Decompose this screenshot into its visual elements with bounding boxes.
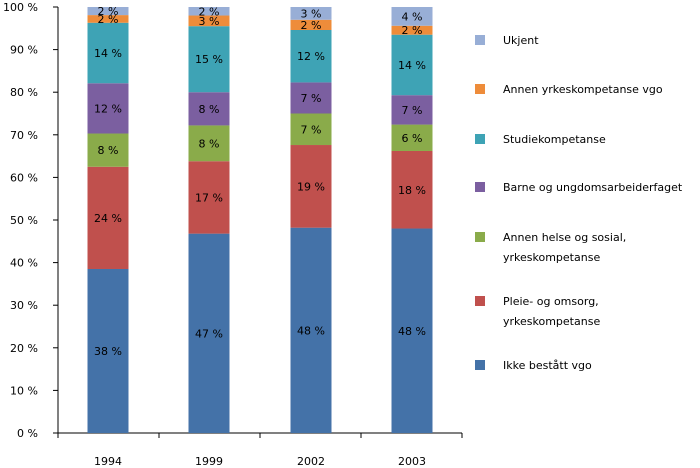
y-tick-label: 70 % xyxy=(10,129,38,142)
bar-data-label: 24 % xyxy=(94,212,122,225)
x-tick-label: 1994 xyxy=(94,455,122,468)
bar-data-label: 3 % xyxy=(199,15,220,28)
y-tick-label: 30 % xyxy=(10,299,38,312)
bar-data-label: 2 % xyxy=(301,19,322,32)
bar-data-label: 8 % xyxy=(98,144,119,157)
bar-data-label: 48 % xyxy=(297,324,325,337)
legend-entry-label: Barne og ungdomsarbeiderfaget xyxy=(503,181,683,194)
bar-data-label: 14 % xyxy=(398,59,426,72)
bar-data-label: 3 % xyxy=(301,7,322,20)
bar-data-label: 15 % xyxy=(195,53,223,66)
y-tick-label: 40 % xyxy=(10,257,38,270)
bar-data-label: 12 % xyxy=(297,50,325,63)
legend-entry-label: yrkeskompetanse xyxy=(503,251,600,264)
legend-entry-label: Annen yrkeskompetanse vgo xyxy=(503,83,663,96)
bar-data-label: 6 % xyxy=(402,132,423,145)
bar-data-label: 8 % xyxy=(199,137,220,150)
bar-segment xyxy=(188,7,230,16)
legend-swatch xyxy=(475,360,485,370)
bar-segment xyxy=(391,25,433,35)
bar-segment xyxy=(290,113,332,146)
bar-data-label: 4 % xyxy=(402,10,423,23)
bar-segment xyxy=(391,34,433,96)
y-tick-label: 100 % xyxy=(3,1,38,14)
bar-data-label: 48 % xyxy=(398,325,426,338)
bar-segment xyxy=(87,166,129,269)
legend-swatch xyxy=(475,35,485,45)
bar-segment xyxy=(290,227,332,433)
x-tick-label: 1999 xyxy=(195,455,223,468)
y-tick-label: 0 % xyxy=(17,427,38,440)
bar-data-label: 18 % xyxy=(398,184,426,197)
bar-segment xyxy=(87,133,129,167)
legend-entry-label: Pleie- og omsorg, xyxy=(503,295,599,308)
legend-entry-label: Ikke bestått vgo xyxy=(503,359,592,372)
legend-entry-label: Annen helse og sosial, xyxy=(503,231,626,244)
bar-segment xyxy=(391,228,433,433)
bar-data-label: 47 % xyxy=(195,327,223,340)
bar-segment xyxy=(87,7,129,16)
y-tick-label: 80 % xyxy=(10,86,38,99)
y-tick-label: 10 % xyxy=(10,384,38,397)
bar-data-label: 2 % xyxy=(402,24,423,37)
y-tick-label: 20 % xyxy=(10,342,38,355)
bar-data-label: 2 % xyxy=(98,5,119,18)
bar-segment xyxy=(188,233,230,433)
bar-segment xyxy=(391,7,433,26)
bar-segment xyxy=(391,124,433,151)
bar-segment xyxy=(87,15,129,23)
bar-data-label: 14 % xyxy=(94,47,122,60)
bar-segment xyxy=(188,125,230,162)
bar-segment xyxy=(391,95,433,125)
bar-data-label: 38 % xyxy=(94,345,122,358)
bar-data-label: 17 % xyxy=(195,191,223,204)
legend-swatch xyxy=(475,84,485,94)
bar-segment xyxy=(87,268,129,433)
bar-segment xyxy=(188,26,230,93)
bar-data-label: 7 % xyxy=(402,104,423,117)
y-tick-label: 90 % xyxy=(10,44,38,57)
legend-swatch xyxy=(475,296,485,306)
bar-data-label: 7 % xyxy=(301,123,322,136)
bar-data-label: 7 % xyxy=(301,92,322,105)
bar-data-label: 19 % xyxy=(297,180,325,193)
bar-segment xyxy=(290,19,332,31)
legend-swatch xyxy=(475,182,485,192)
bar-segment xyxy=(188,92,230,126)
bar-segment xyxy=(391,150,433,229)
bar-segment xyxy=(290,30,332,83)
y-tick-label: 60 % xyxy=(10,171,38,184)
bar-segment xyxy=(87,83,129,134)
bar-segment xyxy=(290,7,332,20)
bar-segment xyxy=(290,145,332,228)
bar-segment xyxy=(188,161,230,234)
bar-data-label: 12 % xyxy=(94,102,122,115)
bar-data-label: 8 % xyxy=(199,103,220,116)
bar-data-label: 2 % xyxy=(98,13,119,26)
legend-entry-label: Studiekompetanse xyxy=(503,133,606,146)
bar-data-label: 2 % xyxy=(199,5,220,18)
bar-segment xyxy=(87,22,129,84)
y-tick-label: 50 % xyxy=(10,214,38,227)
legend-swatch xyxy=(475,232,485,242)
legend-entry-label: Ukjent xyxy=(503,34,539,47)
legend-entry-label: yrkeskompetanse xyxy=(503,315,600,328)
bar-segment xyxy=(290,82,332,114)
bar-segment xyxy=(188,15,230,27)
legend-swatch xyxy=(475,134,485,144)
x-tick-label: 2003 xyxy=(398,455,426,468)
x-tick-label: 2002 xyxy=(297,455,325,468)
